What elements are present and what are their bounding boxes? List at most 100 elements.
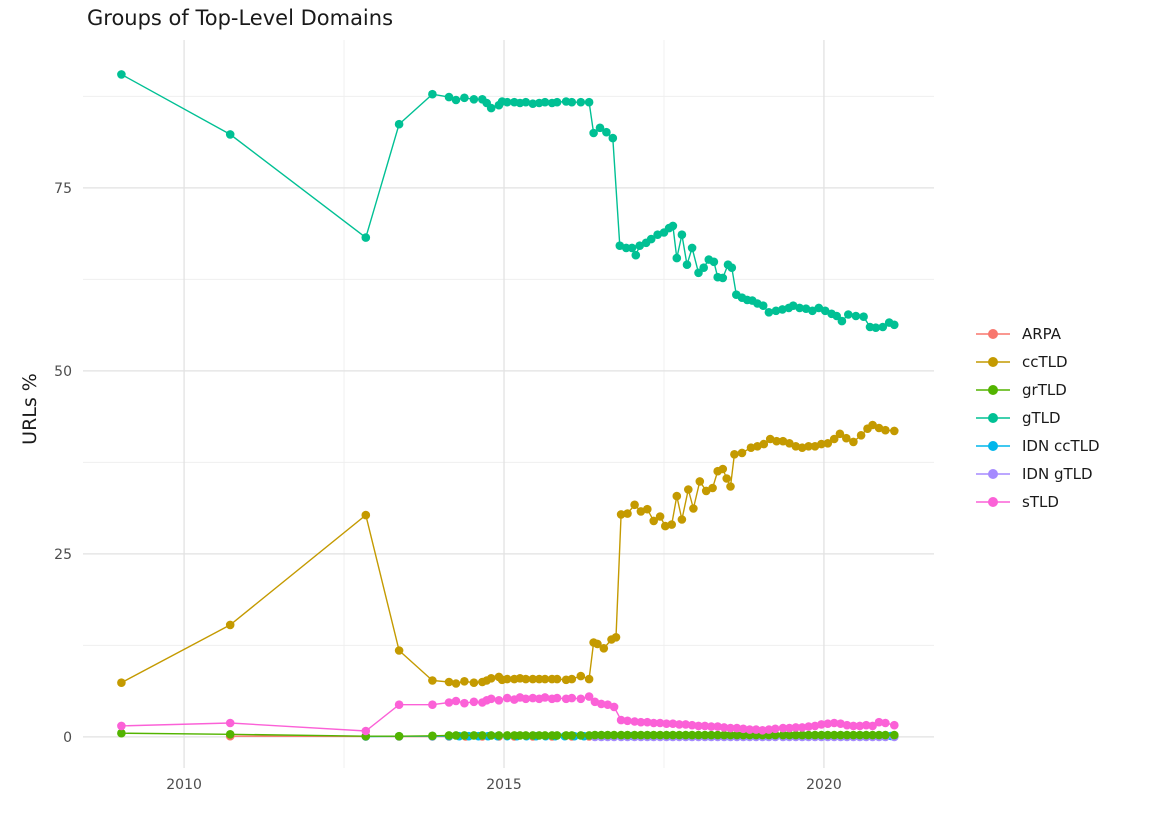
data-point (655, 512, 665, 521)
data-point (662, 730, 671, 740)
data-point (829, 730, 839, 740)
data-point (701, 486, 711, 496)
data-point (603, 730, 612, 740)
data-point (478, 731, 487, 740)
data-point (451, 95, 461, 105)
data-point (567, 674, 577, 684)
data-point (758, 726, 767, 735)
data-point (791, 730, 801, 740)
data-point (732, 723, 742, 733)
data-point (829, 718, 839, 728)
data-point (552, 731, 562, 740)
data-point (576, 694, 586, 704)
data-point (820, 306, 830, 316)
data-point (829, 434, 839, 444)
data-point (528, 693, 538, 703)
data-point (700, 721, 710, 731)
data-point (460, 698, 469, 708)
data-point (521, 97, 531, 107)
data-point (874, 730, 884, 740)
data-point (890, 320, 899, 330)
data-point (540, 674, 550, 684)
data-point (595, 123, 605, 133)
data-point (677, 230, 687, 239)
data-point (804, 730, 813, 740)
series-stld (117, 692, 899, 736)
data-point (655, 718, 665, 728)
data-point (394, 731, 404, 741)
data-point (808, 306, 817, 316)
data-point (746, 443, 756, 453)
data-point (589, 128, 598, 138)
data-point (394, 700, 404, 709)
data-point (727, 263, 737, 273)
data-point (646, 234, 656, 244)
data-point (394, 646, 404, 655)
data-point (649, 730, 658, 740)
data-point (849, 721, 858, 731)
data-point (623, 509, 632, 518)
legend-label: ccTLD (1022, 353, 1068, 371)
data-point (785, 730, 794, 740)
data-point (616, 510, 626, 519)
data-point (584, 97, 594, 107)
data-point (878, 322, 888, 332)
legend-item-arpa: ARPA (976, 320, 1100, 348)
data-point (599, 644, 609, 653)
data-point (576, 671, 586, 681)
data-point (630, 500, 639, 510)
legend-key-icon (976, 357, 1010, 367)
data-point (835, 429, 845, 439)
data-point (842, 730, 852, 740)
data-point (631, 250, 641, 260)
data-point (726, 730, 735, 740)
data-point (868, 420, 877, 430)
data-point (225, 718, 235, 728)
data-point (682, 260, 692, 270)
data-point (844, 310, 853, 319)
data-point (623, 716, 632, 726)
data-point (707, 722, 716, 731)
data-point (428, 676, 437, 685)
data-point (837, 316, 847, 326)
data-point (602, 127, 611, 137)
data-point (460, 677, 469, 686)
data-point (540, 731, 550, 740)
data-point (681, 730, 690, 740)
legend-key-icon (976, 497, 1010, 507)
data-point (687, 720, 697, 730)
data-point (855, 730, 865, 740)
data-point (709, 257, 719, 267)
grid-major (83, 40, 934, 768)
data-point (764, 308, 774, 317)
x-tick-label: 2015 (486, 777, 522, 793)
data-point (861, 730, 871, 740)
data-point (394, 119, 404, 129)
data-point (643, 717, 652, 727)
data-point (677, 515, 687, 524)
legend-label: grTLD (1022, 381, 1067, 399)
data-point (540, 97, 550, 107)
data-point (851, 311, 861, 321)
data-point (576, 97, 586, 107)
data-point (528, 674, 538, 684)
data-point (486, 694, 496, 704)
data-point (718, 273, 728, 283)
series-gtld (117, 70, 899, 333)
data-point (616, 730, 626, 740)
data-point (668, 221, 678, 231)
data-point (823, 730, 833, 740)
data-point (469, 731, 479, 740)
data-point (797, 723, 807, 732)
x-tick-label: 2010 (166, 777, 202, 793)
data-point (856, 431, 866, 440)
data-point (785, 439, 794, 448)
data-point (117, 728, 126, 738)
data-point (225, 730, 235, 739)
legend-label: IDN ccTLD (1022, 437, 1100, 455)
data-point (117, 678, 126, 687)
data-point (759, 439, 769, 449)
data-point (758, 301, 768, 311)
data-point (687, 730, 697, 740)
